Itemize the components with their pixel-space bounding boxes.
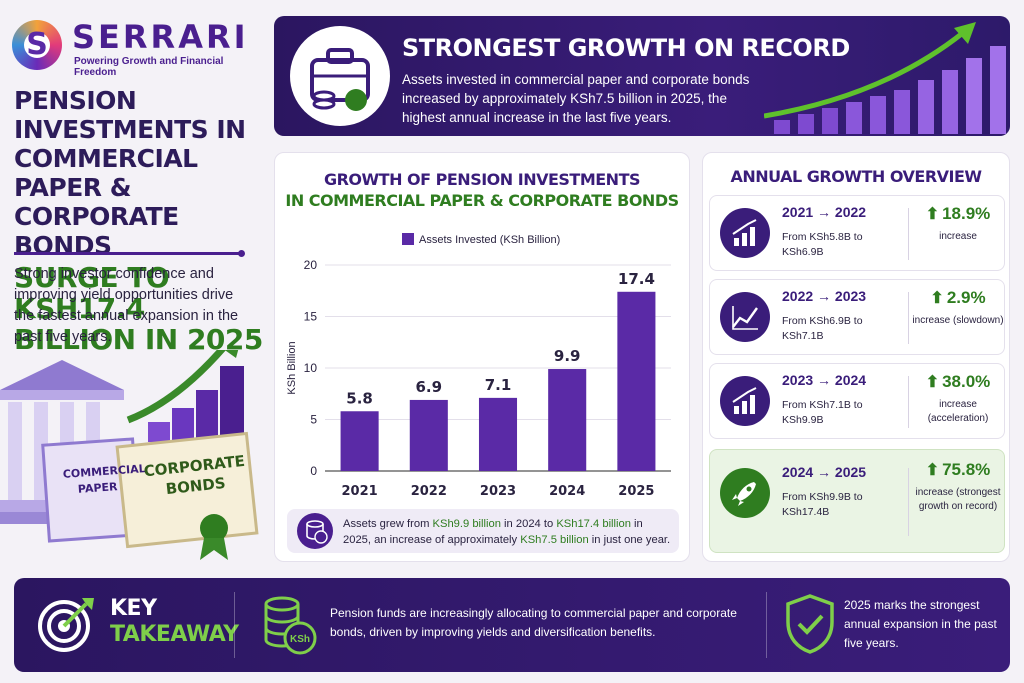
y-axis-label: KSh Billion	[286, 341, 298, 394]
bar-chart-up-icon	[720, 208, 770, 258]
logo-mark-icon	[12, 20, 62, 70]
overview-row-2021-2022: 2021 → 2022 From KSh5.8B to KSh6.9B ⬆ 18.…	[709, 195, 1005, 271]
data-label: 6.9	[416, 378, 443, 396]
legend-label: Assets Invested (KSh Billion)	[419, 234, 561, 246]
banner-growth-graphic	[764, 22, 1006, 134]
arrow-up-icon: ⬆	[925, 374, 940, 391]
bar-2021	[340, 411, 379, 471]
banner-title: STRONGEST GROWTH ON RECORD	[402, 34, 850, 62]
bar-2023	[478, 397, 518, 471]
arrow-up-icon: ⬆	[925, 206, 940, 223]
overview-label: increase	[939, 231, 977, 242]
overview-desc: From KSh5.8B to KSh6.9B	[782, 231, 863, 258]
strongest-growth-banner: STRONGEST GROWTH ON RECORD Assets invest…	[274, 16, 1010, 136]
briefcase-icon	[290, 26, 390, 126]
overview-period: 2022 → 2023	[782, 288, 867, 304]
key-takeaway-title: KEY TAKEAWAY	[110, 596, 239, 647]
overview-period: 2023 → 2024	[782, 372, 867, 388]
x-tick-label: 2025	[618, 484, 654, 499]
y-tick-label: 5	[310, 413, 317, 427]
overview-row-2024-2025: 2024 → 2025 From KSh9.9B to KSh17.4B ⬆ 75…	[709, 449, 1005, 553]
overview-desc: From KSh7.1B to KSh9.9B	[782, 399, 863, 426]
chart-title-line2: IN COMMERCIAL PAPER & CORPORATE BONDS	[285, 191, 679, 210]
bank-illustration: COMMERCIALPAPER CORPORATEBONDS	[0, 350, 259, 560]
shield-check-icon	[784, 592, 836, 656]
chart-note-text: Assets grew from KSh9.9 billion in 2024 …	[343, 518, 671, 546]
arrow-up-icon: ⬆	[930, 290, 944, 307]
banner-text: Assets invested in commercial paper and …	[402, 72, 750, 125]
y-tick-label: 10	[304, 361, 318, 375]
y-tick-label: 0	[310, 464, 317, 478]
overview-pct: ⬆ 75.8%	[925, 460, 991, 479]
record-text: 2025 marks the strongest annual expansio…	[844, 598, 997, 650]
annual-growth-overview: ANNUAL GROWTH OVERVIEW 2021 → 2022 From …	[702, 152, 1010, 562]
coin-label: KSh	[290, 634, 310, 645]
brand-name: SERRARI	[72, 18, 249, 56]
bar-chart: 0 5 10 15 20 KSh Billion 5.8 2021 6.9 2022 7.1 2023…	[286, 258, 671, 499]
takeaway-text: Pension funds are increasingly allocatin…	[330, 606, 737, 639]
chart-legend: Assets Invested (KSh Billion)	[402, 233, 560, 246]
overview-period: 2021 → 2022	[782, 204, 867, 220]
overview-label: increase (acceleration)	[927, 399, 989, 424]
x-tick-label: 2024	[549, 484, 585, 499]
coins-icon	[297, 513, 333, 549]
key-takeaway-bar: KEY TAKEAWAY KSh Pension funds are incre…	[14, 578, 1010, 672]
brand-tagline: Powering Growth and Financial Freedom	[74, 56, 224, 78]
bar-2022	[409, 399, 448, 471]
overview-row-2023-2024: 2023 → 2024 From KSh7.1B to KSh9.9B ⬆ 38.…	[709, 363, 1005, 439]
x-tick-label: 2021	[342, 484, 378, 499]
coin-stack-icon: KSh	[258, 592, 320, 658]
arrow-up-icon: ⬆	[925, 462, 940, 479]
chart-title: GROWTH OF PENSION INVESTMENTS IN COMMERC…	[275, 169, 689, 211]
brand-logo: S SERRARI Powering Growth and Financial …	[12, 14, 262, 78]
chart-title-line1: GROWTH OF PENSION INVESTMENTS	[323, 170, 641, 189]
growth-chart-card: GROWTH OF PENSION INVESTMENTS IN COMMERC…	[274, 152, 690, 562]
overview-desc: From KSh6.9B to KSh7.1B	[782, 315, 863, 342]
overview-period: 2024 → 2025	[782, 464, 867, 480]
subtext: Strong investor confidence and improving…	[14, 266, 239, 345]
legend-swatch	[402, 233, 414, 245]
overview-label: increase (slowdown)	[912, 315, 1004, 326]
overview-pct: ⬆ 2.9%	[930, 288, 986, 307]
headline-line2: SURGE TO KSh17.4 BILLION IN 2025	[14, 261, 263, 356]
overview-pct: ⬆ 18.9%	[925, 204, 991, 223]
data-label: 17.4	[618, 270, 655, 288]
y-tick-label: 20	[304, 258, 318, 272]
chart-note: Assets grew from KSh9.9 billion in 2024 …	[287, 509, 679, 553]
rocket-icon	[720, 468, 770, 518]
overview-title: ANNUAL GROWTH OVERVIEW	[730, 167, 982, 186]
bar-chart-up-icon	[720, 376, 770, 426]
bar-2025	[617, 291, 656, 471]
y-tick-label: 15	[304, 310, 318, 324]
headline: PENSION INVESTMENTS IN COMMERCIAL PAPER …	[14, 86, 264, 355]
target-icon	[36, 594, 96, 654]
overview-row-2022-2023: 2022 → 2023 From KSh6.9B to KSh7.1B ⬆ 2.9…	[709, 279, 1005, 355]
x-tick-label: 2022	[411, 484, 447, 499]
overview-desc: From KSh9.9B to KSh17.4B	[782, 491, 863, 518]
line-chart-icon	[720, 292, 770, 342]
headline-line1: PENSION INVESTMENTS IN COMMERCIAL PAPER …	[14, 86, 246, 260]
data-label: 7.1	[485, 376, 512, 394]
data-label: 9.9	[554, 347, 581, 365]
overview-label: increase (strongest growth on record)	[915, 487, 1001, 512]
divider	[14, 250, 245, 257]
overview-pct: ⬆ 38.0%	[925, 372, 991, 391]
x-tick-label: 2023	[480, 484, 516, 499]
bar-2024	[548, 369, 587, 471]
data-label: 5.8	[346, 389, 373, 407]
certificate-commercial-paper: COMMERCIALPAPER	[62, 462, 147, 497]
